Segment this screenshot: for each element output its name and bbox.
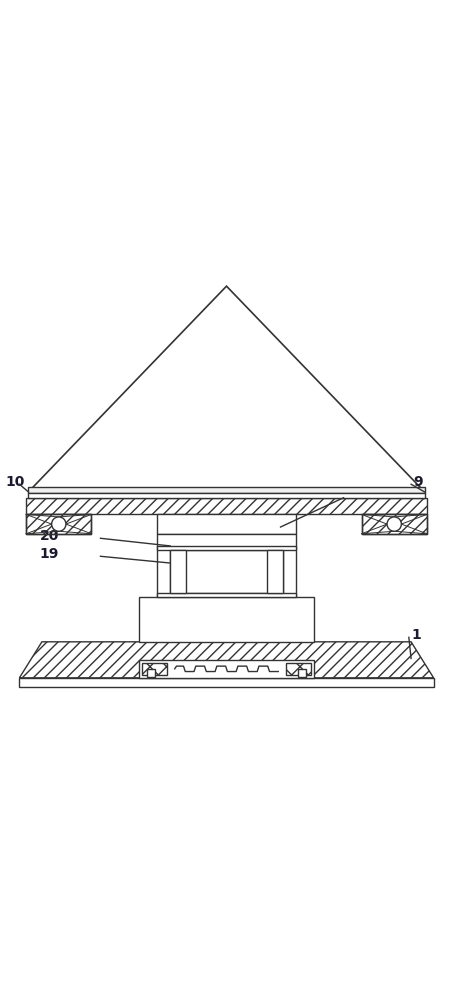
Bar <box>26 514 92 534</box>
Bar <box>139 597 314 642</box>
Text: 9: 9 <box>413 475 423 489</box>
Bar <box>361 514 427 534</box>
Text: 11: 11 <box>350 488 370 502</box>
Text: 20: 20 <box>40 529 59 543</box>
Text: 19: 19 <box>40 547 59 561</box>
Polygon shape <box>29 286 424 492</box>
Bar <box>147 669 155 677</box>
Bar <box>157 514 296 534</box>
Bar <box>139 660 314 678</box>
Bar <box>19 678 434 687</box>
Bar <box>29 493 424 498</box>
Bar <box>267 550 283 593</box>
Bar <box>157 593 296 597</box>
Bar <box>361 514 427 534</box>
Circle shape <box>387 517 401 531</box>
Text: 1: 1 <box>411 628 421 642</box>
Bar <box>157 534 296 597</box>
Bar <box>298 669 306 677</box>
Text: 10: 10 <box>6 475 25 489</box>
Bar <box>142 663 167 675</box>
Circle shape <box>52 517 66 531</box>
Bar <box>157 546 296 550</box>
Polygon shape <box>19 642 434 678</box>
Bar <box>26 498 427 514</box>
Bar <box>29 487 424 493</box>
Bar <box>26 514 92 534</box>
Bar <box>170 550 186 593</box>
Bar <box>170 550 283 593</box>
Bar <box>286 663 311 675</box>
